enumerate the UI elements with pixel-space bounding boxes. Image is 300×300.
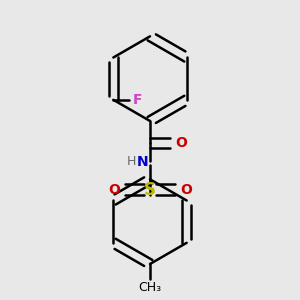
Text: O: O xyxy=(176,136,187,150)
Text: O: O xyxy=(108,183,120,196)
Text: H: H xyxy=(127,155,136,168)
Text: O: O xyxy=(180,183,192,196)
Text: F: F xyxy=(132,93,142,107)
Text: S: S xyxy=(144,181,156,199)
Text: CH₃: CH₃ xyxy=(138,281,162,295)
Text: N: N xyxy=(137,155,148,169)
